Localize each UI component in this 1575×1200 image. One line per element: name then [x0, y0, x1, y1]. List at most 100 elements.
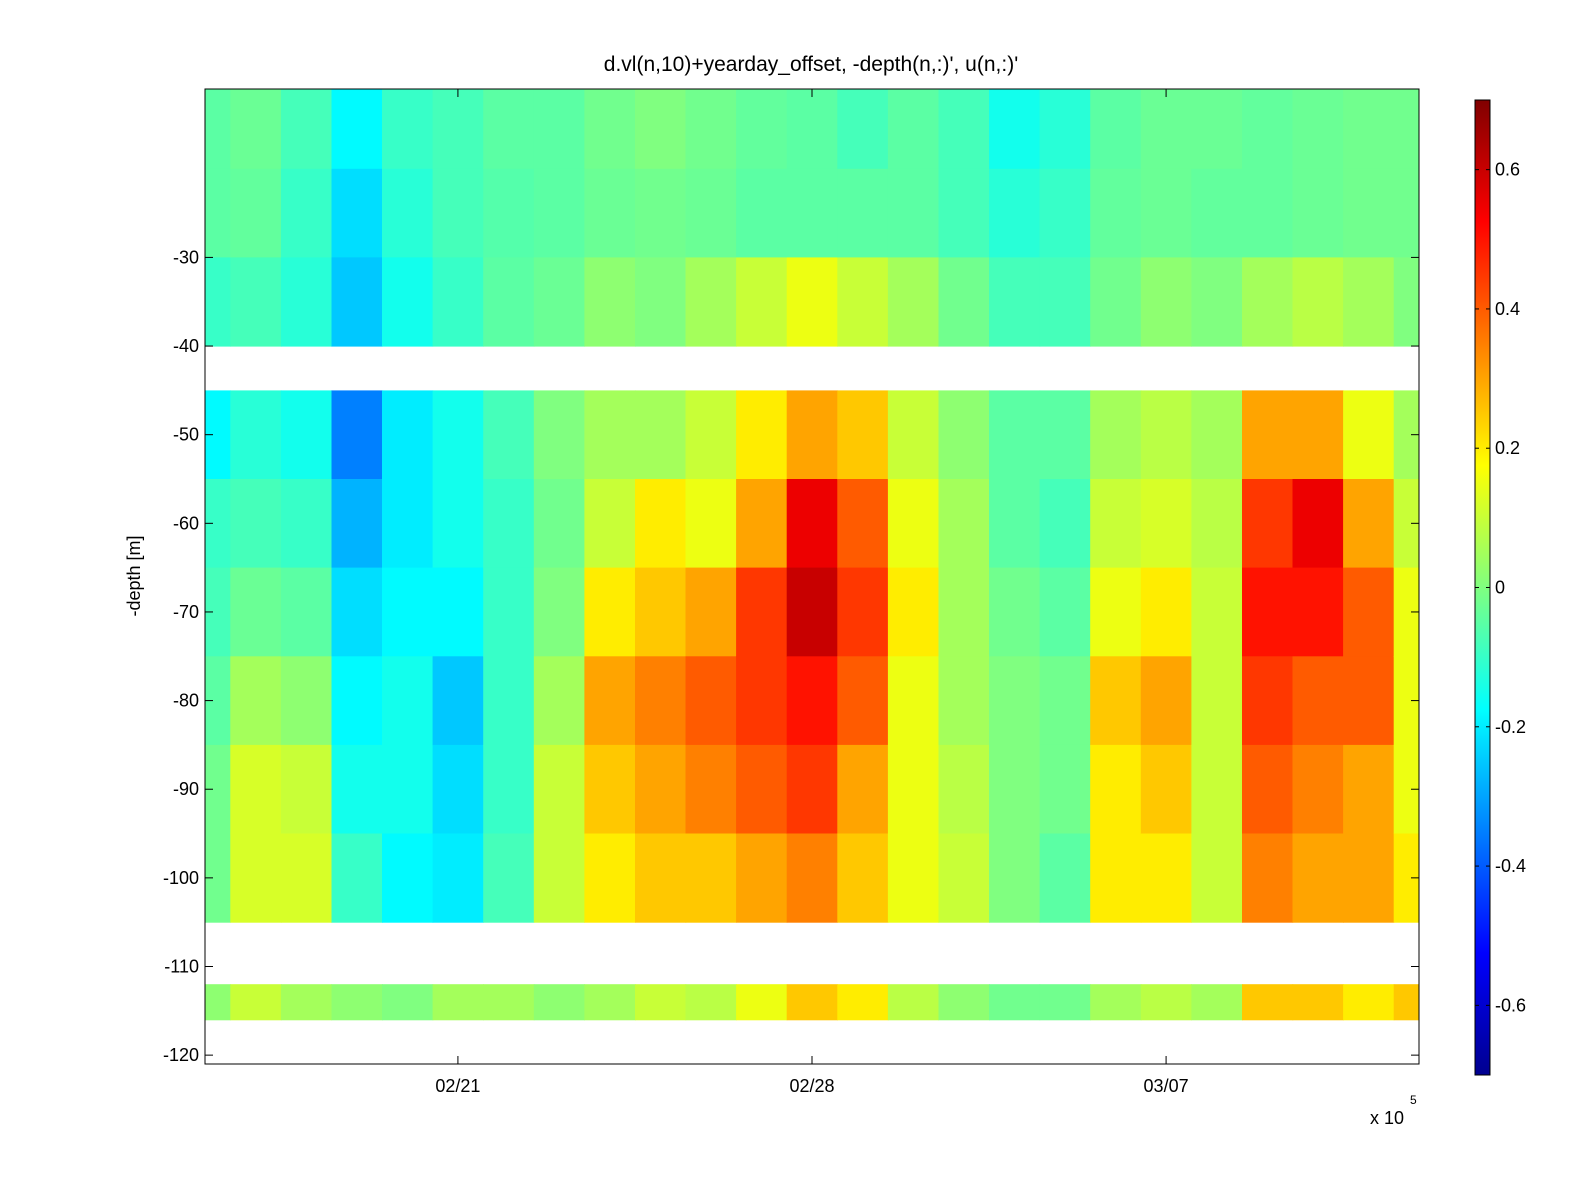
heatmap-cell — [786, 567, 838, 657]
heatmap-cell — [432, 984, 484, 1021]
heatmap-cell — [1343, 89, 1395, 170]
heatmap-cell — [280, 89, 333, 170]
heatmap-cell — [685, 656, 737, 746]
heatmap-cell — [786, 744, 838, 835]
heatmap-cell — [1039, 833, 1091, 923]
heatmap-cell — [837, 390, 889, 480]
heatmap-cell — [1039, 479, 1091, 569]
heatmap-cells — [205, 89, 1419, 1021]
heatmap-cell — [1292, 984, 1344, 1021]
heatmap-cell — [1191, 89, 1243, 170]
heatmap-cell — [989, 479, 1041, 569]
heatmap-cell — [584, 479, 636, 569]
heatmap-cell — [1242, 390, 1294, 480]
y-tick-label: -110 — [164, 957, 199, 977]
heatmap-cell — [230, 89, 282, 170]
heatmap-cell — [887, 479, 940, 569]
heatmap-cell — [1039, 168, 1091, 258]
heatmap-cell — [382, 257, 434, 347]
heatmap-cell — [1140, 984, 1192, 1021]
heatmap-cell — [1039, 257, 1091, 347]
heatmap-cell — [989, 168, 1041, 258]
heatmap-cell — [1242, 833, 1294, 923]
heatmap-cell — [533, 744, 585, 835]
heatmap-cell — [685, 479, 737, 569]
heatmap-cell — [432, 89, 484, 170]
heatmap-cell — [1039, 744, 1091, 835]
heatmap-cell — [382, 390, 434, 480]
heatmap-cell — [1039, 656, 1091, 746]
heatmap-cell — [989, 656, 1041, 746]
heatmap-cell — [736, 257, 788, 347]
heatmap-cell — [1343, 479, 1395, 569]
heatmap-cell — [1292, 479, 1344, 569]
heatmap-cell — [382, 833, 434, 923]
heatmap-cell — [533, 168, 585, 258]
heatmap-cell — [938, 833, 990, 923]
heatmap-cell — [1393, 168, 1419, 258]
heatmap-cell — [230, 257, 282, 347]
heatmap-cell — [1140, 257, 1192, 347]
heatmap-cell — [1393, 257, 1419, 347]
y-tick-label: -70 — [173, 602, 199, 622]
heatmap-cell — [635, 257, 687, 347]
heatmap-cell — [938, 257, 990, 347]
heatmap-cell — [331, 257, 383, 347]
heatmap-cell — [989, 390, 1041, 480]
heatmap-cell — [1242, 89, 1294, 170]
heatmap-cell — [483, 390, 535, 480]
heatmap-cell — [635, 89, 687, 170]
heatmap-cell — [685, 257, 737, 347]
heatmap-cell — [887, 168, 940, 258]
heatmap-cell — [837, 168, 889, 258]
heatmap-cell — [989, 984, 1041, 1021]
heatmap-cell — [584, 257, 636, 347]
heatmap-cell — [887, 656, 940, 746]
heatmap-cell — [1292, 567, 1344, 657]
heatmap-cell — [1292, 89, 1344, 170]
heatmap-cell — [938, 390, 990, 480]
heatmap-cell — [1039, 567, 1091, 657]
y-tick-label: -50 — [173, 425, 199, 445]
heatmap-cell — [786, 168, 838, 258]
heatmap-cell — [837, 984, 889, 1021]
colorbar-tick-label: -0.4 — [1495, 856, 1526, 876]
x-exponent-label: x 10 — [1370, 1108, 1404, 1128]
y-tick-label: -40 — [173, 336, 199, 356]
heatmap-cell — [205, 984, 231, 1021]
heatmap-cell — [1140, 656, 1192, 746]
y-tick-label: -30 — [173, 247, 199, 267]
heatmap-cell — [533, 89, 585, 170]
heatmap-cell — [786, 833, 838, 923]
x-exponent-power: 5 — [1410, 1093, 1417, 1107]
heatmap-cell — [483, 257, 535, 347]
heatmap-cell — [1140, 479, 1192, 569]
heatmap-cell — [1090, 390, 1142, 480]
heatmap-cell — [1292, 257, 1344, 347]
heatmap-cell — [989, 833, 1041, 923]
heatmap-cell — [432, 744, 484, 835]
heatmap-cell — [1090, 479, 1142, 569]
heatmap-cell — [1039, 984, 1091, 1021]
colorbar-tick-label: -0.6 — [1495, 995, 1526, 1015]
heatmap-cell — [1090, 168, 1142, 258]
y-axis-label: -depth [m] — [124, 535, 144, 616]
heatmap-cell — [533, 656, 585, 746]
heatmap-cell — [483, 168, 535, 258]
heatmap-cell — [1039, 390, 1091, 480]
y-tick-label: -80 — [173, 691, 199, 711]
heatmap-cell — [331, 479, 383, 569]
heatmap-cell — [1140, 89, 1192, 170]
heatmap-cell — [584, 89, 636, 170]
heatmap-cell — [1191, 567, 1243, 657]
heatmap-cell — [205, 257, 231, 347]
heatmap-cell — [1191, 984, 1243, 1021]
heatmap-cell — [584, 567, 636, 657]
heatmap-cell — [584, 833, 636, 923]
x-tick-label: 02/21 — [435, 1076, 480, 1096]
heatmap-cell — [635, 656, 687, 746]
heatmap-cell — [230, 833, 282, 923]
heatmap-cell — [382, 89, 434, 170]
heatmap-cell — [786, 257, 838, 347]
colorbar-tick-label: 0.6 — [1495, 160, 1520, 180]
